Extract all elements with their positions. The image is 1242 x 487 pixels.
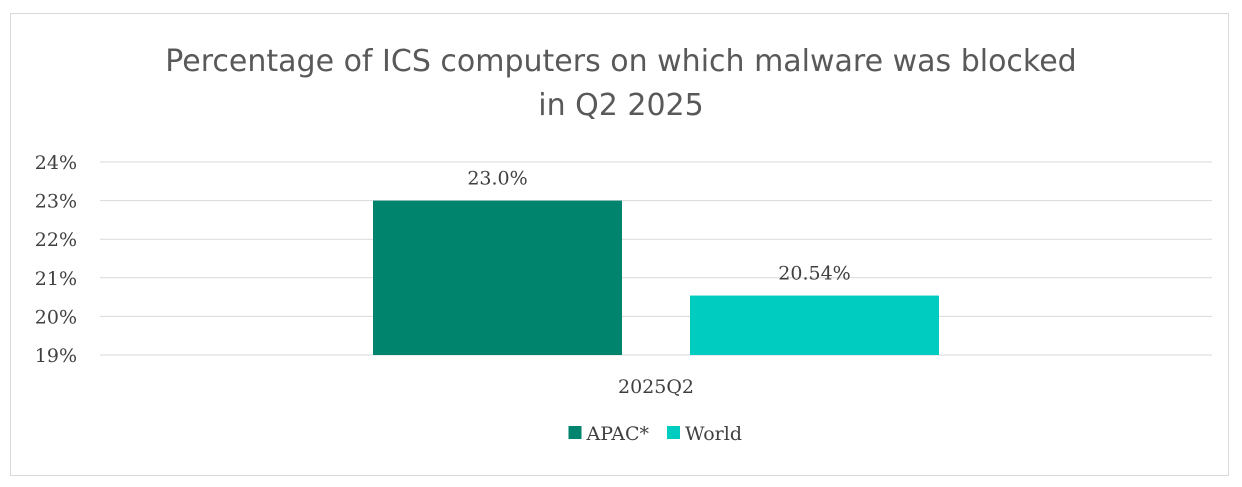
legend-label-world: World (685, 423, 742, 445)
y-tick-label-1: 20% (35, 306, 77, 328)
y-tick-label-2: 21% (35, 268, 77, 290)
legend-swatch-world (667, 426, 680, 439)
bar-world (690, 295, 939, 355)
y-tick-label-3: 22% (35, 229, 77, 251)
bar-apac (373, 200, 622, 355)
y-tick-label-5: 24% (35, 152, 77, 174)
data-label-world: 20.54% (778, 263, 850, 285)
data-label-apac: 23.0% (467, 168, 527, 190)
x-category-label: 2025Q2 (618, 376, 694, 398)
y-tick-label-0: 19% (35, 345, 77, 367)
legend-swatch-apac (568, 426, 582, 439)
chart-title-line-1: Percentage of ICS computers on which mal… (165, 44, 1077, 79)
y-tick-label-4: 23% (35, 191, 77, 213)
chart-title-line-2: in Q2 2025 (538, 88, 704, 123)
chart-title: Percentage of ICS computers on which mal… (0, 40, 1242, 128)
legend-label-apac: APAC* (586, 423, 650, 445)
